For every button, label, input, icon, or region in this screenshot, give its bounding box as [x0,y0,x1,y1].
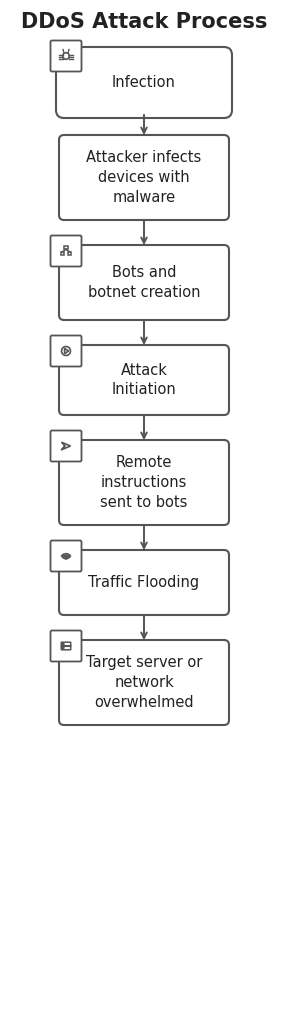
FancyBboxPatch shape [50,336,82,367]
Text: Attacker infects
devices with
malware: Attacker infects devices with malware [86,151,202,205]
FancyBboxPatch shape [59,345,229,415]
Text: Bots and
botnet creation: Bots and botnet creation [88,265,200,300]
FancyBboxPatch shape [59,440,229,525]
Text: Target server or
network
overwhelmed: Target server or network overwhelmed [86,655,202,710]
Circle shape [65,553,67,554]
FancyBboxPatch shape [59,550,229,615]
FancyBboxPatch shape [50,41,82,72]
FancyBboxPatch shape [59,135,229,220]
Text: Remote
instructions
sent to bots: Remote instructions sent to bots [100,456,188,510]
FancyBboxPatch shape [50,236,82,266]
Text: Infection: Infection [112,75,176,90]
FancyBboxPatch shape [50,430,82,462]
FancyBboxPatch shape [50,631,82,662]
Text: Traffic Flooding: Traffic Flooding [88,575,200,590]
FancyBboxPatch shape [59,640,229,725]
Text: Attack
Initiation: Attack Initiation [112,362,176,397]
FancyBboxPatch shape [50,541,82,571]
FancyBboxPatch shape [59,245,229,319]
Circle shape [65,558,67,560]
Text: DDoS Attack Process: DDoS Attack Process [21,12,267,32]
FancyBboxPatch shape [56,47,232,118]
